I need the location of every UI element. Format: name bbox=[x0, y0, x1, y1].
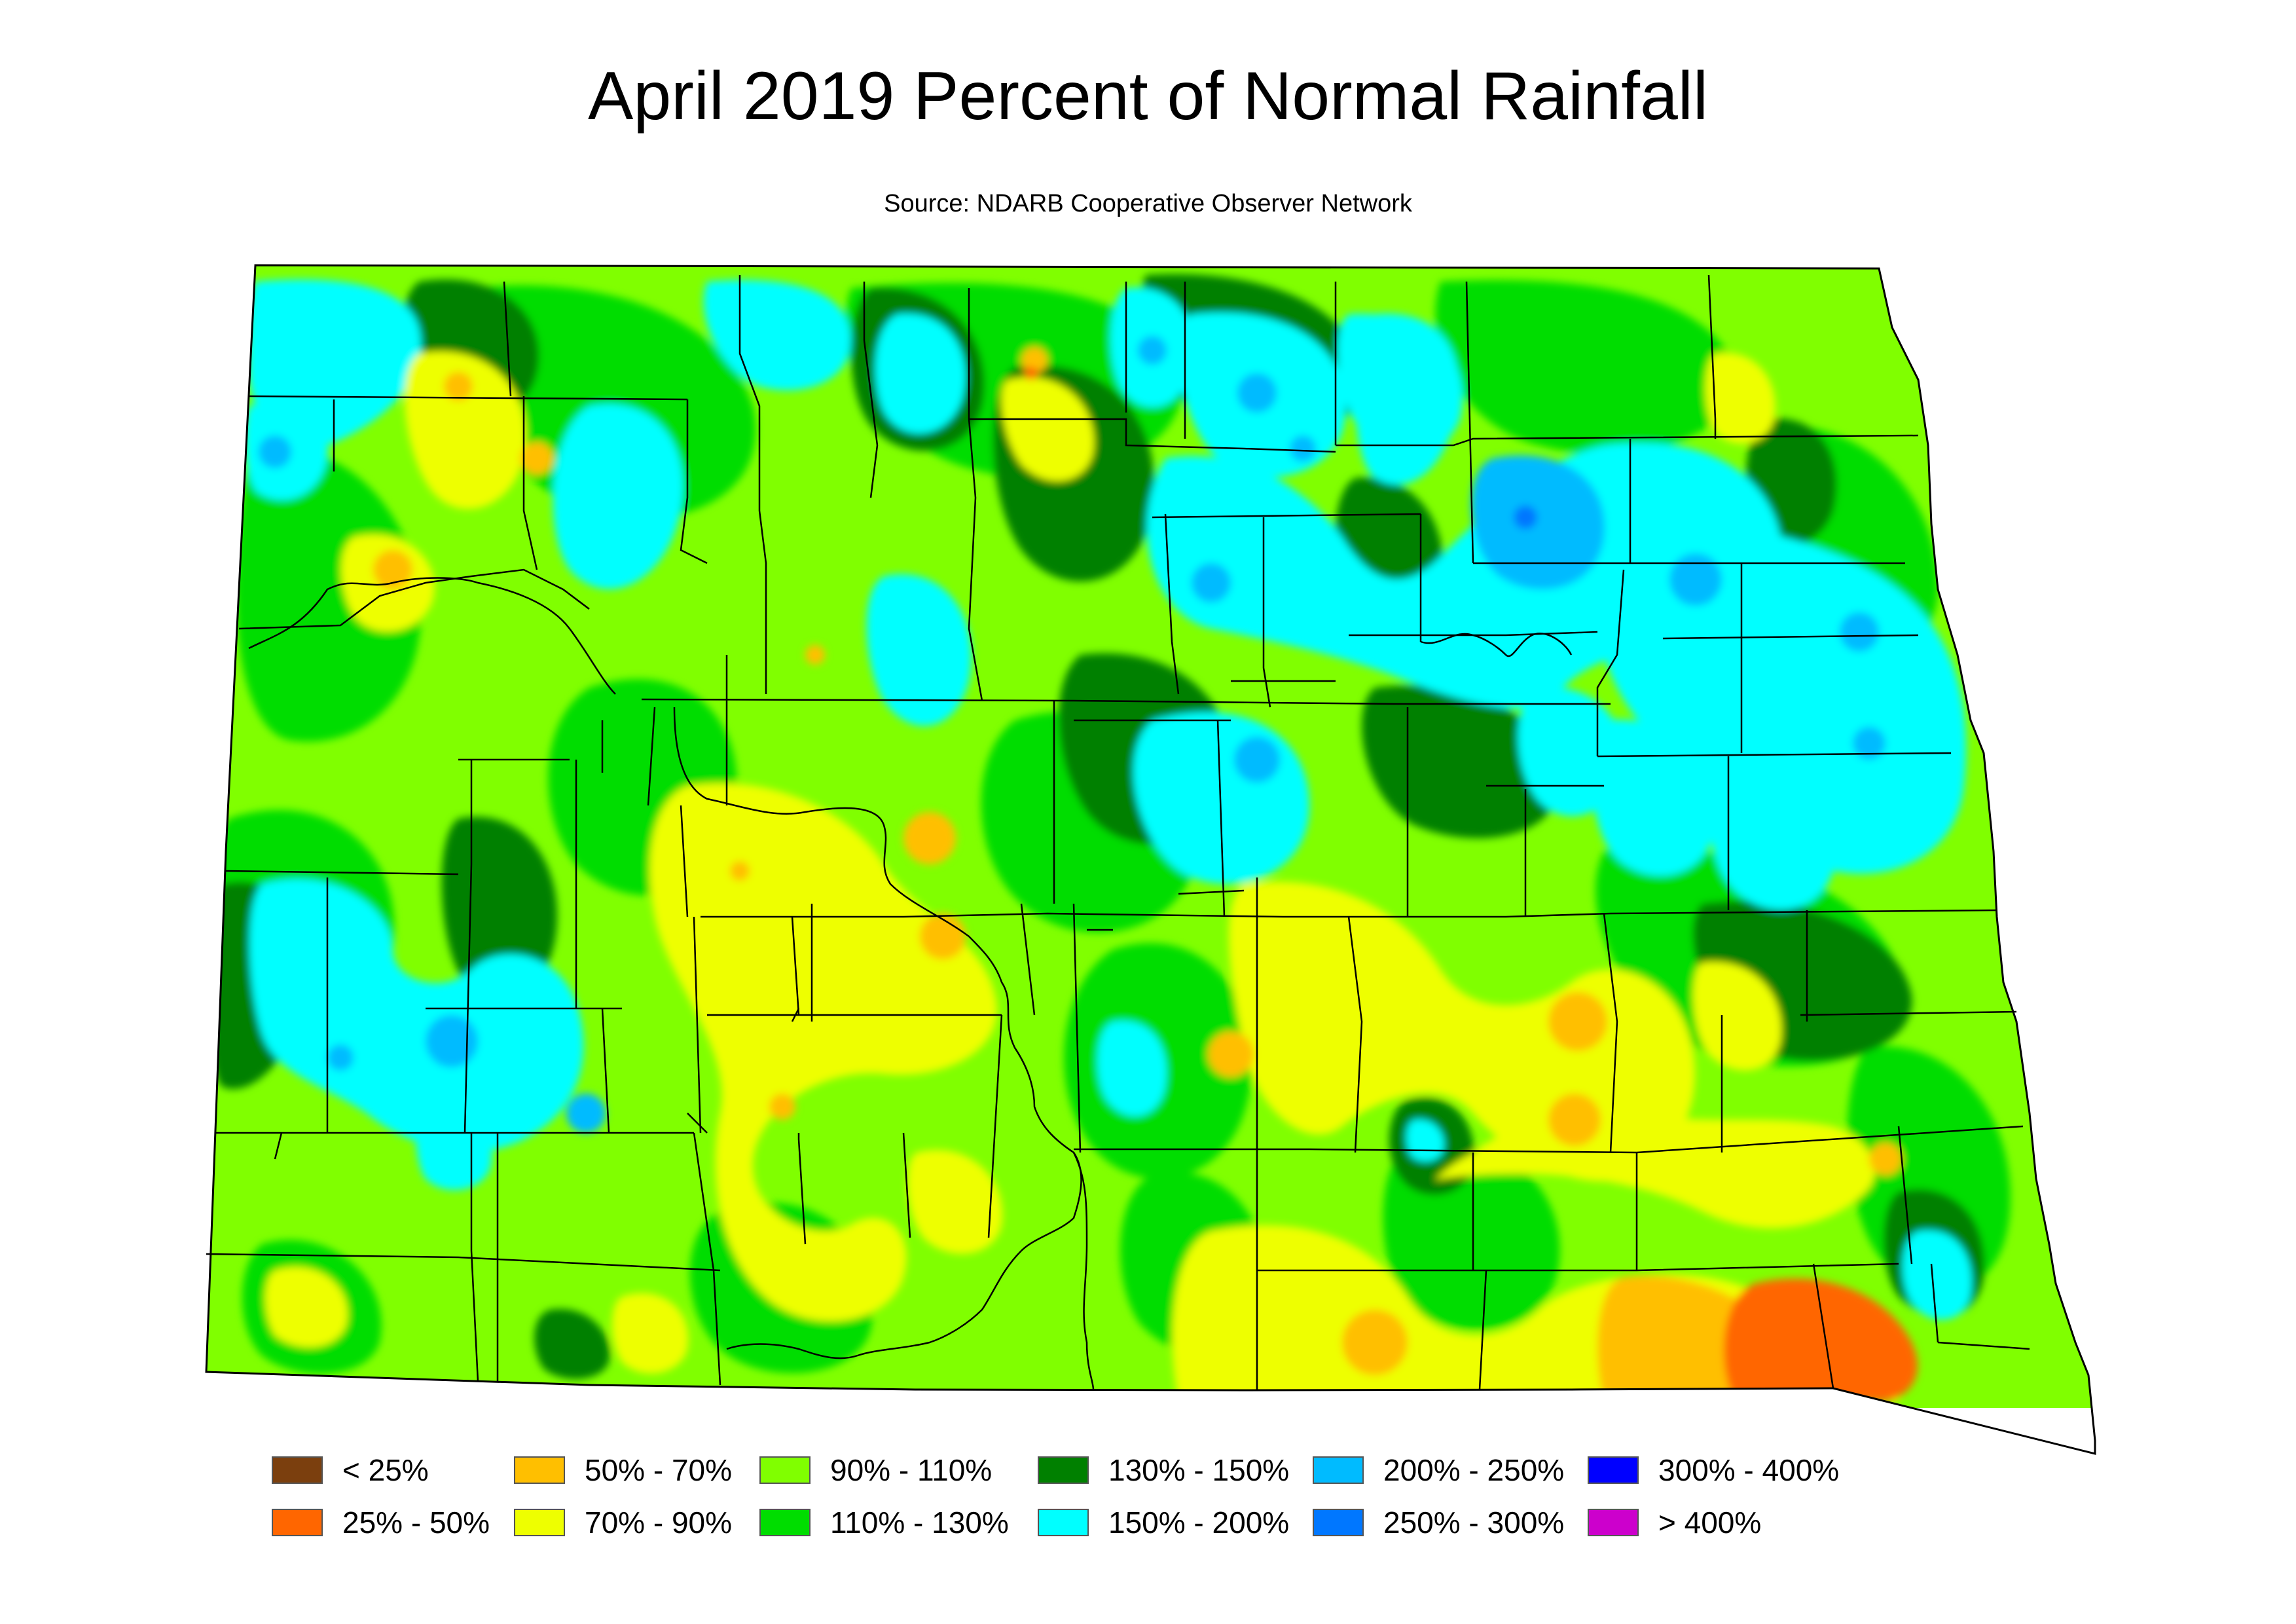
legend-swatch bbox=[1588, 1456, 1639, 1484]
legend-item: 300% - 400% bbox=[1588, 1450, 1839, 1490]
legend-swatch bbox=[1313, 1456, 1364, 1484]
legend-item: 150% - 200% bbox=[1038, 1503, 1289, 1542]
legend-label: 70% - 90% bbox=[585, 1505, 733, 1540]
zone-200-250 bbox=[259, 336, 1886, 1133]
map-title: April 2019 Percent of Normal Rainfall bbox=[587, 58, 1709, 134]
legend: < 25% 25% - 50% 50% - 70% 70% - 90% 90% - 11… bbox=[272, 1450, 2105, 1568]
legend-item: 130% - 150% bbox=[1038, 1450, 1289, 1490]
legend-label: 25% - 50% bbox=[342, 1505, 490, 1540]
legend-item: 200% - 250% bbox=[1313, 1450, 1564, 1490]
legend-swatch bbox=[514, 1509, 565, 1536]
legend-label: 250% - 300% bbox=[1383, 1505, 1565, 1540]
legend-swatch bbox=[1588, 1509, 1639, 1536]
county-lines bbox=[206, 274, 2030, 1390]
legend-label: 150% - 200% bbox=[1108, 1505, 1290, 1540]
zone-70-90 bbox=[265, 351, 1899, 1401]
legend-swatch bbox=[272, 1509, 323, 1536]
legend-label: 90% - 110% bbox=[830, 1453, 993, 1487]
legend-item: > 400% bbox=[1588, 1503, 1761, 1542]
legend-item: 110% - 130% bbox=[759, 1503, 1009, 1542]
zone-50-70 bbox=[373, 347, 1902, 1401]
state-outline bbox=[205, 264, 2096, 1455]
zone-150-200 bbox=[244, 279, 1972, 1320]
legend-swatch bbox=[759, 1456, 811, 1484]
legend-swatch bbox=[1313, 1509, 1364, 1536]
zone-250-300 bbox=[1514, 506, 1537, 529]
map-subtitle: Source: NDARB Cooperative Observer Netwo… bbox=[884, 190, 1412, 217]
legend-item: 250% - 300% bbox=[1313, 1503, 1564, 1542]
legend-item: 50% - 70% bbox=[514, 1450, 732, 1490]
legend-swatch bbox=[759, 1509, 811, 1536]
precip-field bbox=[206, 265, 2095, 1408]
legend-swatch bbox=[272, 1456, 323, 1484]
legend-label: 130% - 150% bbox=[1108, 1453, 1290, 1487]
legend-item: 90% - 110% bbox=[759, 1450, 992, 1490]
legend-label: > 400% bbox=[1658, 1505, 1762, 1540]
legend-item: 25% - 50% bbox=[272, 1503, 490, 1542]
zone-25-50 bbox=[1025, 367, 1918, 1401]
legend-label: < 25% bbox=[342, 1453, 429, 1487]
legend-label: 50% - 70% bbox=[585, 1453, 733, 1487]
legend-swatch bbox=[1038, 1509, 1089, 1536]
legend-label: 300% - 400% bbox=[1658, 1453, 1840, 1487]
legend-item: 70% - 90% bbox=[514, 1503, 732, 1542]
legend-swatch bbox=[1038, 1456, 1089, 1484]
legend-item: < 25% bbox=[272, 1450, 429, 1490]
legend-label: 200% - 250% bbox=[1383, 1453, 1565, 1487]
legend-label: 110% - 130% bbox=[830, 1505, 1009, 1540]
legend-swatch bbox=[514, 1456, 565, 1484]
